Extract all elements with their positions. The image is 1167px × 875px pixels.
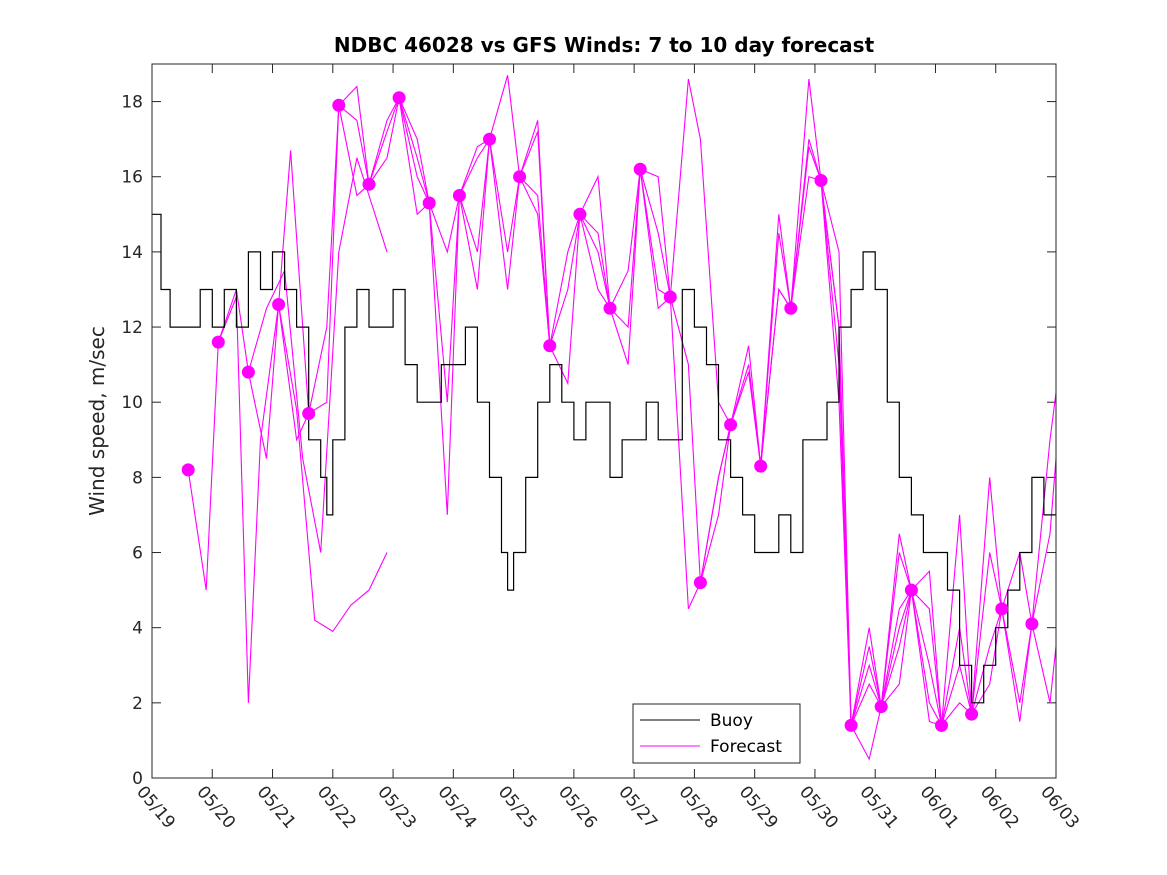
forecast-marker xyxy=(181,463,195,477)
forecast-marker xyxy=(633,162,647,176)
forecast-run-line xyxy=(398,75,611,386)
y-tick-label: 16 xyxy=(121,168,143,188)
forecast-marker xyxy=(392,91,406,105)
forecast-marker xyxy=(814,174,828,187)
plot-area xyxy=(152,64,1056,778)
y-tick-label: 10 xyxy=(121,393,143,413)
forecast-marker xyxy=(272,298,286,311)
forecast-marker xyxy=(754,459,768,473)
forecast-marker xyxy=(1025,617,1039,631)
forecast-run-line xyxy=(699,146,912,761)
forecast-marker xyxy=(995,602,1009,616)
forecast-marker xyxy=(422,196,436,210)
y-tick-label: 14 xyxy=(121,243,143,263)
forecast-run-line xyxy=(519,78,732,426)
legend-box xyxy=(632,703,801,764)
forecast-marker xyxy=(483,132,496,146)
forecast-run-line xyxy=(338,96,551,403)
forecast-marker xyxy=(935,718,948,732)
forecast-marker xyxy=(302,407,316,420)
y-tick-label: 8 xyxy=(132,468,143,488)
forecast-marker xyxy=(573,207,587,221)
forecast-marker xyxy=(241,365,255,379)
forecast-marker xyxy=(603,301,617,315)
y-tick-label: 2 xyxy=(132,694,143,714)
forecast-run-line xyxy=(217,296,388,703)
forecast-marker xyxy=(724,418,738,432)
forecast-marker xyxy=(844,718,858,732)
forecast-marker xyxy=(452,189,466,202)
forecast-marker xyxy=(211,335,225,349)
forecast-marker xyxy=(663,290,677,304)
forecast-run-line xyxy=(639,78,852,726)
forecast-marker xyxy=(784,301,798,315)
y-tick-labels: 0 2 4 6 8 10 12 14 16 18 xyxy=(121,93,143,789)
legend-label-buoy: Buoy xyxy=(710,711,753,731)
forecast-run-line xyxy=(850,451,1056,726)
forecast-marker xyxy=(965,707,979,721)
forecast-marker xyxy=(874,700,888,714)
series-layer xyxy=(152,75,1056,761)
forecast-run-line xyxy=(458,131,671,346)
legend-label-forecast: Forecast xyxy=(710,737,782,757)
y-axis-label: Wind speed, m/sec xyxy=(85,326,109,516)
axes-box xyxy=(151,63,1057,779)
forecast-marker xyxy=(904,583,918,597)
chart-title: NDBC 46028 vs GFS Winds: 7 to 10 day for… xyxy=(334,33,875,57)
y-tick-label: 4 xyxy=(132,619,143,639)
forecast-marker xyxy=(543,339,557,353)
buoy-line xyxy=(152,213,1056,704)
y-tick-label: 12 xyxy=(121,318,143,338)
forecast-marker xyxy=(332,98,346,112)
forecast-marker xyxy=(362,177,376,191)
legend: Buoy Forecast xyxy=(632,703,801,764)
y-tick-label: 18 xyxy=(121,93,143,113)
forecast-marker xyxy=(513,170,527,184)
forecast-run-line xyxy=(278,95,491,515)
y-tick-label: 0 xyxy=(132,769,143,789)
forecast-marker xyxy=(693,576,707,590)
y-tick-label: 6 xyxy=(132,544,143,564)
